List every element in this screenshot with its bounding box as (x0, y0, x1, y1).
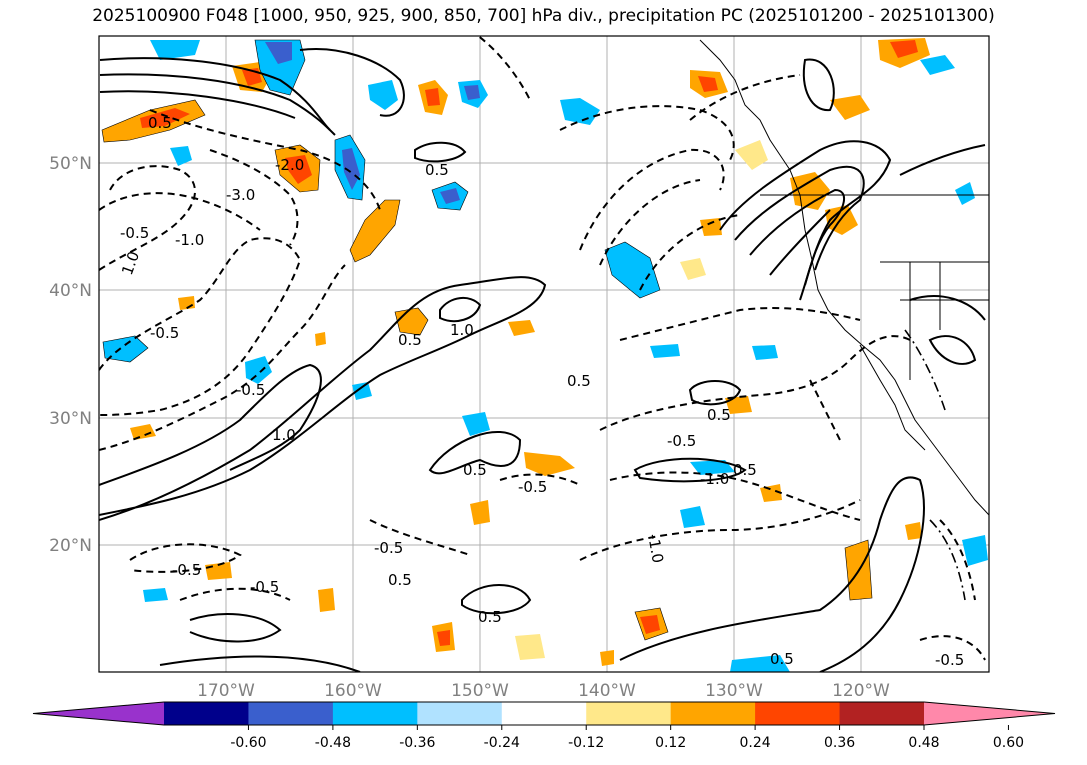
contour-label: -0.5 (120, 224, 149, 242)
lat-label: 40°N (49, 281, 92, 301)
contour-label: -0.5 (236, 381, 265, 399)
lat-label: 30°N (49, 409, 92, 429)
lon-label: 150°W (451, 681, 509, 701)
contour-label: 0.5 (478, 608, 502, 626)
longitude-labels: 170°W 160°W 150°W 140°W 130°W 120°W (197, 681, 890, 701)
colorbar-segment (332, 702, 418, 725)
colorbar-tick-label: 0.60 (993, 735, 1024, 751)
contour-label: 0.5 (733, 461, 757, 479)
contour-label: -0.5 (518, 478, 547, 496)
colorbar-tick-label: 0.12 (655, 735, 686, 751)
contour-label: 0.5 (770, 650, 794, 668)
contour-label: -0.5 (374, 539, 403, 557)
contour-label: -1.0 (175, 231, 204, 249)
colorbar-tick-label: -0.12 (568, 735, 604, 751)
contour-label: 1.0 (272, 426, 296, 444)
map-content: 0.5 -0.5 1.0 -1.0 -3.0 -2.0 0.5 -0.5 1.0… (99, 36, 989, 672)
colorbar-segment (417, 702, 503, 725)
lat-label: 50°N (49, 154, 92, 174)
colorbar-extend-high (924, 702, 1055, 725)
contour-label: 1.0 (450, 321, 474, 339)
contour-label: 0.5 (463, 461, 487, 479)
lon-label: 140°W (578, 681, 636, 701)
colorbar-tick-label: -0.60 (230, 735, 266, 751)
coastline (699, 39, 989, 516)
colorbar-segment (501, 702, 587, 725)
colorbar-outline (32, 701, 1056, 726)
latitude-labels: 50°N 40°N 30°N 20°N (49, 154, 92, 556)
contour-label: 0.5 (388, 571, 412, 589)
contour-label: -1.0 (700, 470, 729, 488)
lon-label: 130°W (705, 681, 763, 701)
colorbar-segment (670, 702, 756, 725)
dashdot-contours (904, 329, 966, 601)
colorbar-tick-label: -0.36 (399, 735, 435, 751)
contour-label: 0.5 (707, 406, 731, 424)
figure-title: 2025100900 F048 [1000, 950, 925, 900, 85… (92, 6, 995, 26)
colorbar-extend-low (33, 702, 164, 725)
colorbar-segment (164, 702, 249, 725)
contour-label: -0.5 (935, 651, 964, 669)
lon-label: 120°W (832, 681, 890, 701)
colorbar-segment (248, 702, 334, 725)
contour-label: 0.5 (567, 372, 591, 390)
contour-label: 0.5 (398, 331, 422, 349)
colorbar-segment (755, 702, 841, 725)
contour-label: -0.5 (150, 324, 179, 342)
divergence-contours-negative (99, 36, 986, 661)
contour-label: -0.5 (250, 578, 279, 596)
colorbar-tick-label: -0.48 (315, 735, 351, 751)
colorbar-tick-label: 0.24 (740, 735, 771, 751)
contour-label: -0.5 (172, 561, 201, 579)
colorbar: -0.60 -0.48 -0.36 -0.24 -0.12 0.12 0.24 0.36 0.4… (32, 701, 1056, 751)
contour-label: 0.5 (148, 114, 172, 132)
divergence-contours (99, 48, 986, 672)
contour-label: -1.0 (644, 532, 667, 564)
contour-label: -3.0 (226, 186, 255, 204)
lon-label: 160°W (324, 681, 382, 701)
colorbar-tick-label: 0.48 (908, 735, 939, 751)
lat-label: 20°N (49, 536, 92, 556)
contour-label: -2.0 (275, 156, 304, 174)
colorbar-segment (586, 702, 672, 725)
contour-label: 0.5 (425, 161, 449, 179)
map-frame (98, 35, 990, 673)
colorbar-segment (839, 702, 925, 725)
lon-label: 170°W (197, 681, 255, 701)
colorbar-tick-label: 0.36 (824, 735, 855, 751)
colorbar-tick-label: -0.24 (484, 735, 520, 751)
contour-label: -0.5 (667, 432, 696, 450)
